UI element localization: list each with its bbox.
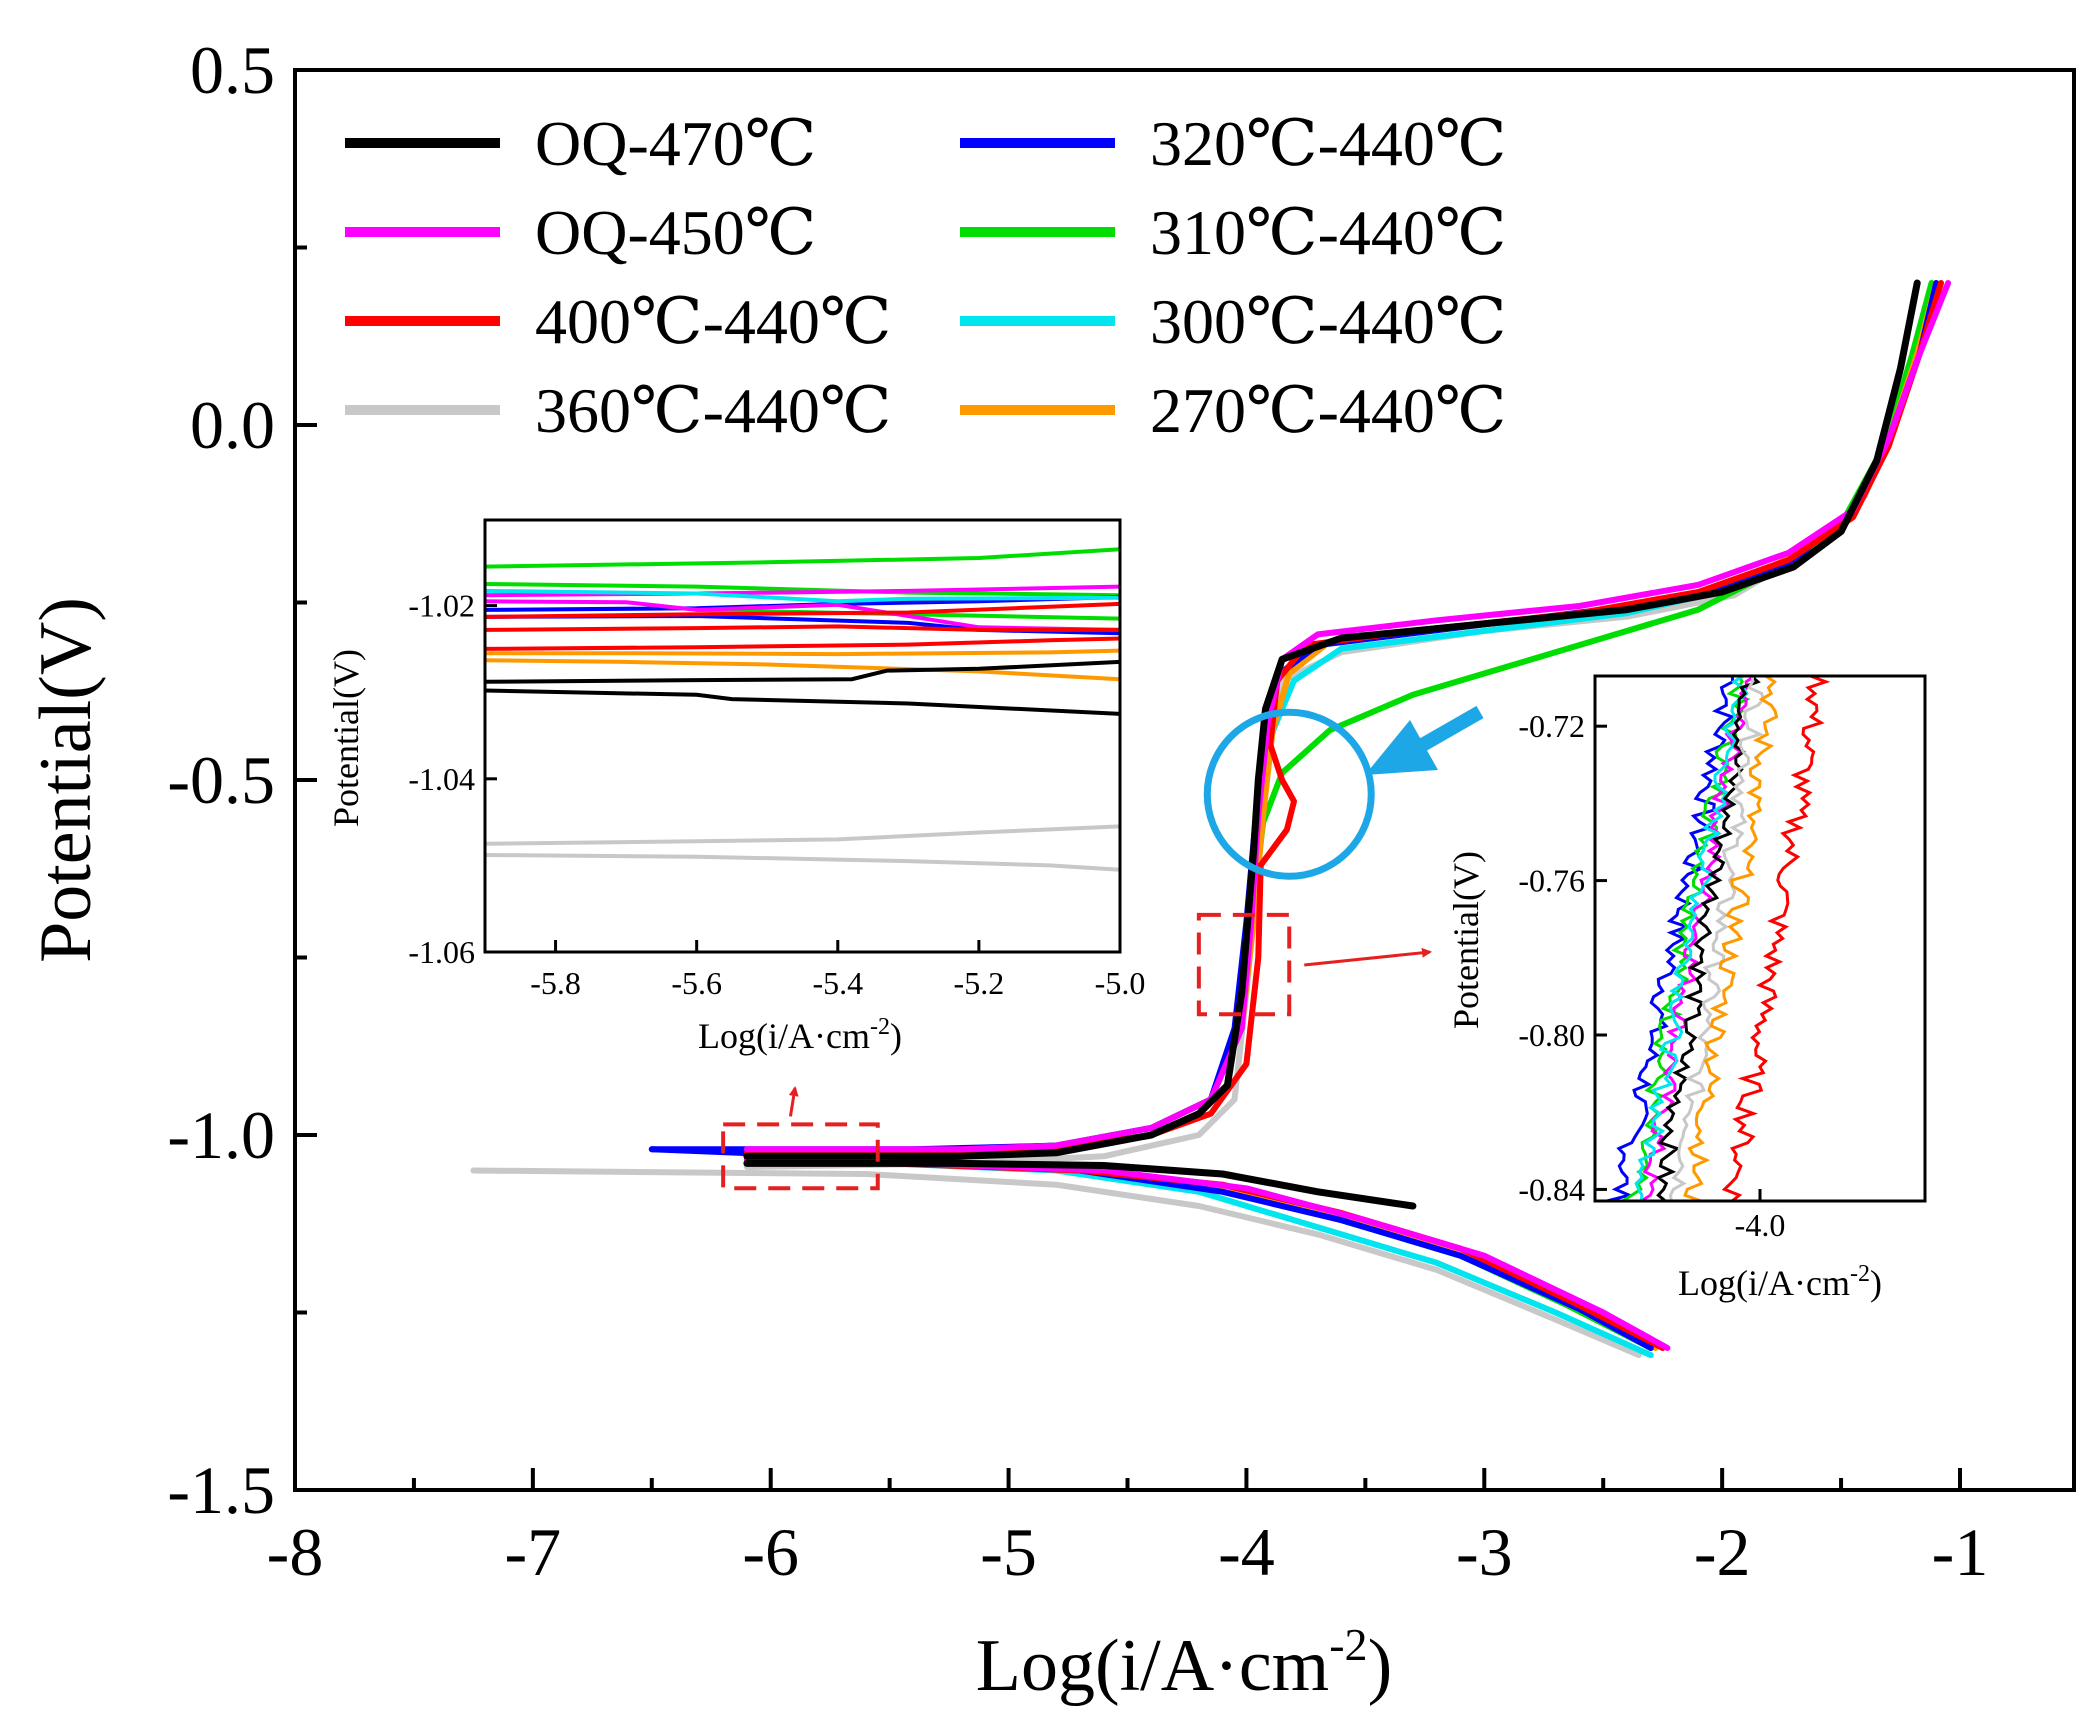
callout-arrow-head [1365, 720, 1438, 775]
y-tick-label: -0.5 [167, 742, 275, 818]
inset-right-chart: -4.0 -0.72 -0.76 -0.80 -0.84 Log(i/A·cm-2) P… [1446, 674, 1927, 1303]
y-tick-label: 0.5 [190, 32, 275, 108]
x-tick-label: -3 [1456, 1514, 1513, 1590]
legend-label: 320℃-440℃ [1150, 108, 1507, 179]
inset-right-y-tick-label: -0.76 [1518, 863, 1585, 899]
inset-right-x-tick-label: -4.0 [1735, 1207, 1786, 1243]
series-OQ-470-cathodic [743, 1159, 1417, 1210]
main-y-axis-title: Potential(V) [25, 597, 107, 963]
legend-label: 400℃-440℃ [535, 286, 892, 357]
inset-right-series-360-440 [1668, 675, 1765, 1202]
legend-label: OQ-470℃ [535, 108, 816, 179]
inset-left-chart: -5.8 -5.6 -5.4 -5.2 -5.0 -1.02 -1.04 -1.06 Log(… [326, 518, 1145, 1056]
zoom-pointer-right [1304, 947, 1432, 967]
inset-left-y-axis-title: Potential(V) [326, 649, 366, 827]
inset-left-series-270-440 [484, 658, 1121, 682]
inset-left-series-OQ-470 [484, 659, 1121, 684]
y-tick-label: 0.0 [190, 387, 275, 463]
inset-left-x-tick-label: -5.4 [812, 965, 863, 1001]
legend-label: 270℃-440℃ [1150, 375, 1507, 446]
inset-right-y-tick-label: -0.72 [1518, 708, 1585, 744]
inset-left-series-360-440 [484, 853, 1121, 872]
inset-left-series-270-440 [485, 648, 1121, 657]
x-tick-label: -4 [1218, 1514, 1275, 1590]
x-tick-label: -2 [1694, 1514, 1751, 1590]
inset-left-series-310-440 [484, 547, 1121, 569]
main-tick-labels: -8 -7 -6 -5 -4 -3 -2 -1 0.5 0.0 -0.5 -1.0 -1.5 [167, 32, 1988, 1590]
inset-left-x-tick-label: -5.8 [530, 965, 581, 1001]
inset-left-xlabel-superscript: -2 [870, 1014, 890, 1040]
legend-label: 300℃-440℃ [1150, 286, 1507, 357]
inset-left-x-tick-label: -5.0 [1095, 965, 1146, 1001]
inset-right-series-OQ-470 [1655, 674, 1761, 1203]
inset-left-series-OQ-470 [484, 688, 1121, 716]
zoom-box-cathodic [721, 1122, 880, 1191]
inset-right-xlabel-superscript: -2 [1850, 1261, 1870, 1287]
y-tick-label: -1.5 [167, 1452, 275, 1528]
inset-right-x-axis-title: Log(i/A·cm-2) [1678, 1261, 1882, 1303]
x-tick-label: -6 [742, 1514, 799, 1590]
callout-circle [1203, 708, 1375, 880]
inset-left-series-400-440 [484, 636, 1121, 651]
annotations [721, 705, 1484, 1191]
inset-left-ticks: -5.8 -5.6 -5.4 -5.2 -5.0 -1.02 -1.04 -1.06 [408, 588, 1145, 1001]
series-360-440-cathodic [470, 1167, 1642, 1359]
inset-left-series-310-440 [484, 582, 1121, 598]
inset-left-x-axis-title: Log(i/A·cm-2) [698, 1014, 902, 1056]
inset-right-series-270-440 [1683, 674, 1779, 1203]
x-tick-label: -7 [505, 1514, 562, 1590]
inset-right-xlabel-close: ) [1870, 1263, 1882, 1303]
inset-right-y-tick-label: -0.80 [1518, 1017, 1585, 1053]
main-curves [470, 279, 1952, 1359]
inset-left-series-OQ-450 [484, 584, 1121, 598]
inset-left-curves [484, 547, 1121, 872]
inset-left-series-400-440 [484, 624, 1120, 632]
inset-left-frame [483, 518, 1122, 954]
inset-left-xlabel-text: Log(i/A·cm [698, 1016, 870, 1056]
main-chart: -8 -7 -6 -5 -4 -3 -2 -1 0.5 0.0 -0.5 -1.0 -1.5 Log(i… [25, 32, 2076, 1707]
inset-right-series-400-440 [1721, 674, 1831, 1203]
zoom-box-passive [1196, 912, 1292, 1017]
inset-left-series-360-440 [484, 824, 1121, 846]
legend: OQ-470℃ OQ-450℃ 400℃-440℃ 360℃-440℃ 320℃-440… [345, 108, 1507, 446]
inset-right-series-320-440 [1606, 675, 1735, 1203]
main-ticks [293, 68, 1962, 1492]
inset-right-ticks: -4.0 -0.72 -0.76 -0.80 -0.84 [1518, 708, 1785, 1243]
inset-left-x-tick-label: -5.2 [954, 965, 1005, 1001]
main-xlabel-superscript: -2 [1329, 1619, 1367, 1670]
inset-left-series-400-440 [484, 601, 1121, 619]
inset-right-xlabel-text: Log(i/A·cm [1678, 1263, 1850, 1303]
inset-right-y-axis-title: Potential(V) [1446, 851, 1486, 1029]
x-tick-label: -1 [1932, 1514, 1989, 1590]
main-xlabel-text: Log(i/A·cm [976, 1625, 1329, 1707]
legend-label: OQ-450℃ [535, 197, 816, 268]
inset-left-series-OQ-450 [484, 599, 1121, 632]
legend-label: 310℃-440℃ [1150, 197, 1507, 268]
series-OQ-470-anodic [743, 279, 1921, 1160]
inset-left-series-300-440 [484, 588, 1121, 604]
inset-left-x-tick-label: -5.6 [671, 965, 722, 1001]
zoom-pointer-left [788, 1086, 799, 1117]
main-x-axis-title: Log(i/A·cm-2) [976, 1619, 1392, 1707]
inset-left-xlabel-close: ) [890, 1016, 902, 1056]
legend-label: 360℃-440℃ [535, 375, 892, 446]
inset-left-y-tick-label: -1.02 [408, 588, 475, 624]
inset-right-curves [1606, 674, 1831, 1203]
x-tick-label: -8 [267, 1514, 324, 1590]
x-tick-label: -5 [980, 1514, 1037, 1590]
inset-right-series-300-440 [1634, 674, 1749, 1202]
inset-right-y-tick-label: -0.84 [1518, 1171, 1585, 1207]
inset-left-y-tick-label: -1.06 [408, 934, 475, 970]
inset-left-y-tick-label: -1.04 [408, 761, 475, 797]
y-tick-label: -1.0 [167, 1097, 275, 1173]
main-xlabel-close: ) [1368, 1625, 1393, 1707]
